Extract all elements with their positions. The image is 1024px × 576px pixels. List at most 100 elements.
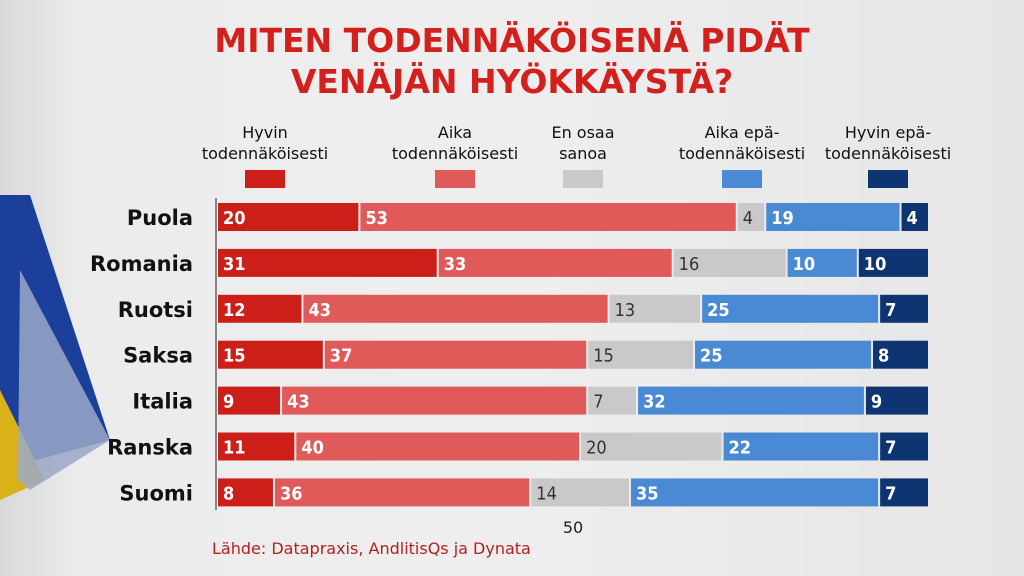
data-label: 15 — [223, 346, 246, 367]
data-label: 25 — [700, 346, 723, 367]
legend-item: Aika epä-todennäköisesti — [662, 122, 822, 188]
bar-segment — [695, 340, 872, 369]
data-label: 20 — [223, 208, 246, 229]
bar-segment — [673, 248, 786, 277]
legend-item: Aika todennäköisesti — [375, 122, 535, 188]
data-label: 7 — [885, 438, 896, 459]
data-label: 37 — [330, 346, 353, 367]
bar-segment — [880, 478, 928, 507]
data-label: 4 — [907, 208, 918, 229]
bar-segment — [296, 432, 580, 461]
category-label: Saksa — [123, 344, 193, 368]
data-label: 20 — [586, 438, 607, 459]
data-label: 7 — [593, 392, 603, 413]
data-label: 11 — [223, 438, 246, 459]
legend-swatch — [563, 170, 603, 188]
bar-segment — [901, 203, 928, 231]
data-label: 43 — [287, 392, 310, 413]
title-line: VENÄJÄN HYÖKKÄYSTÄ? — [290, 62, 734, 101]
data-label: 8 — [223, 483, 234, 504]
legend-label: todennäköisesti — [201, 144, 329, 163]
bar-segment — [880, 294, 928, 323]
category-label: Ranska — [107, 436, 193, 460]
data-label: 53 — [365, 208, 388, 229]
legend-label: Aika — [437, 123, 473, 142]
bar-segment — [274, 478, 530, 507]
data-label: 4 — [743, 208, 753, 229]
bar-segment — [282, 386, 587, 415]
legend-swatch — [868, 170, 908, 188]
x-tick-label: 50 — [563, 518, 583, 537]
bar-segment — [630, 478, 879, 507]
legend-label: Aika epä- — [704, 123, 780, 142]
bar-segment — [873, 340, 928, 369]
category-label: Ruotsi — [118, 298, 193, 322]
bar-segment — [218, 478, 273, 507]
bar-segment — [581, 432, 722, 461]
chart-title: MITEN TODENNÄKÖISENÄ PIDÄT VENÄJÄN HYÖKK… — [0, 20, 1024, 102]
data-label: 43 — [308, 300, 331, 321]
bar-segment — [303, 294, 608, 323]
data-label: 10 — [864, 254, 887, 275]
data-label: 13 — [615, 300, 636, 321]
data-label: 12 — [223, 300, 246, 321]
legend-swatch — [245, 170, 285, 188]
legend-swatch — [435, 170, 475, 188]
data-label: 25 — [707, 300, 730, 321]
legend-label: Hyvin epä- — [844, 123, 932, 142]
bar-segment — [438, 248, 672, 277]
source-note: Lähde: Datapraxis, AndlitisQs ja Dynata — [212, 539, 531, 558]
legend-item: En osaa sanoa — [503, 122, 663, 188]
bar-segment — [531, 478, 629, 507]
data-label: 14 — [536, 483, 557, 504]
bar-segment — [880, 432, 928, 461]
bar-segment — [218, 340, 323, 369]
bar-segment — [360, 203, 736, 231]
bar-segment — [324, 340, 587, 369]
data-label: 40 — [301, 438, 324, 459]
legend-swatch — [722, 170, 762, 188]
data-label: 9 — [871, 392, 882, 413]
bar-segment — [218, 203, 359, 231]
legend-item: Hyvin epä-todennäköisesti — [808, 122, 968, 188]
bar-segment — [218, 248, 437, 277]
legend-label: todennäköisesti — [678, 144, 806, 163]
bar-segment — [787, 248, 857, 277]
legend-label: todennäköisesti — [824, 144, 952, 163]
data-label: 33 — [444, 254, 467, 275]
category-label: Romania — [90, 252, 193, 276]
legend-label: sanoa — [559, 144, 607, 163]
category-label: Italia — [132, 390, 193, 414]
legend-label: Hyvin — [242, 123, 288, 142]
legend-label: En osaa — [551, 123, 615, 142]
data-label: 9 — [223, 392, 234, 413]
bar-segment — [588, 340, 694, 369]
data-label: 15 — [593, 346, 614, 367]
category-label: Puola — [127, 206, 193, 230]
data-label: 7 — [885, 483, 896, 504]
legend-item: Hyvin todennäköisesti — [185, 122, 345, 188]
data-label: 10 — [793, 254, 816, 275]
data-label: 35 — [636, 483, 659, 504]
data-label: 31 — [223, 254, 246, 275]
bar-segment — [737, 203, 765, 231]
data-label: 7 — [885, 300, 896, 321]
bar-segment — [588, 386, 637, 415]
bar-segment — [218, 294, 302, 323]
data-label: 22 — [729, 438, 752, 459]
bar-segment — [218, 386, 281, 415]
data-label: 36 — [280, 483, 303, 504]
bar-segment — [858, 248, 928, 277]
bar-segment — [865, 386, 928, 415]
bar-segment — [702, 294, 879, 323]
bar-segment — [609, 294, 701, 323]
data-label: 19 — [771, 208, 794, 229]
data-label: 8 — [878, 346, 889, 367]
bar-segment — [218, 432, 295, 461]
data-label: 32 — [643, 392, 666, 413]
data-label: 16 — [679, 254, 700, 275]
bar-segment — [766, 203, 900, 231]
legend-label: todennäköisesti — [391, 144, 519, 163]
